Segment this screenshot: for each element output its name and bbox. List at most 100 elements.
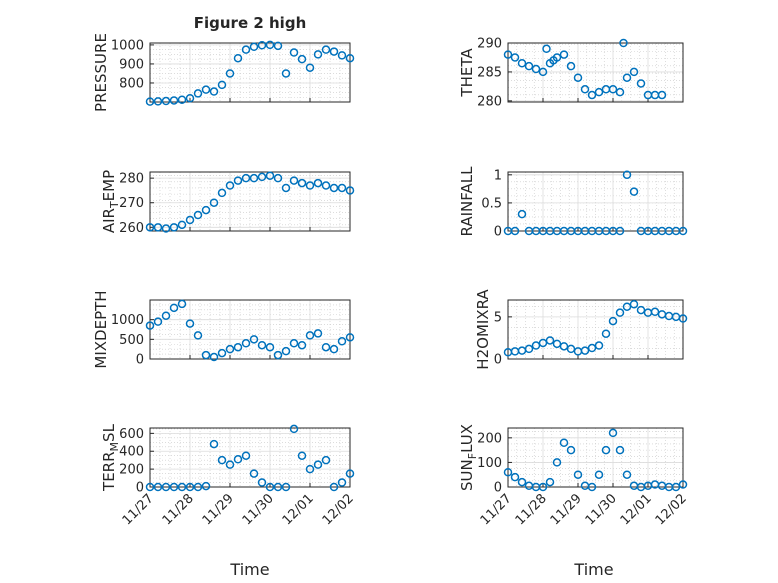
data-point [249,335,259,344]
data-point [622,73,632,82]
data-point [241,339,251,348]
data-point [241,451,251,460]
data-point [209,198,219,207]
data-point [615,226,625,236]
data-point [241,45,251,54]
y-tick-label: 270 [119,196,144,211]
axes-frame [507,42,684,103]
y-axis-label-subscript: F [466,453,479,459]
data-point [265,171,275,180]
data-point [545,336,555,345]
y-axis-label-main: TERR [100,451,118,492]
data-point [629,187,639,196]
data-point [217,80,227,90]
y-axis-label-suffix: SL [100,423,118,442]
data-point [153,317,163,326]
data-point [169,482,179,492]
data-point [542,44,551,54]
axes-frame [149,171,351,232]
y-tick-label: 0 [494,481,502,496]
data-point [297,340,307,350]
data-point [503,50,513,59]
data-point [249,469,259,478]
data-point [608,316,618,326]
data-point [517,477,527,487]
y-axis-label-main: PRESSURE [92,33,110,112]
data-point [305,63,315,72]
data-point [345,186,355,195]
data-point [538,482,548,492]
data-point [566,344,576,354]
data-point [193,210,203,220]
axes-frame [507,299,684,360]
data-point [185,482,195,492]
data-point [225,460,235,469]
data-point [305,464,315,474]
y-axis-label-subscript: T [108,201,121,209]
data-point [201,85,211,94]
data-point [305,181,315,190]
y-tick-label: 200 [477,431,502,446]
data-point [201,481,211,491]
data-point [313,329,323,338]
y-axis-label: RAINFALL [458,166,476,237]
x-axis-label-right: Time [573,560,613,579]
data-point [678,314,688,323]
data-point [225,69,235,78]
data-point [503,468,513,477]
data-point [185,93,195,103]
data-point [622,170,632,180]
y-tick-label: 1 [494,168,502,183]
data-point [531,64,541,74]
y-tick-label: 1000 [111,38,144,53]
data-point [161,96,171,106]
data-point [337,51,347,60]
data-point [594,87,604,97]
data-point [273,482,283,492]
data-point [161,311,171,320]
y-axis-label-main: SUN [458,459,476,491]
data-point [321,342,331,352]
data-point [177,95,187,104]
data-point [636,79,646,88]
data-point [169,303,179,313]
y-tick-label: 1000 [111,313,144,328]
data-point [233,342,243,352]
data-point [587,482,597,492]
data-point [601,329,611,338]
data-point [257,340,267,350]
data-point [594,341,604,350]
data-point [517,58,527,68]
data-point [289,48,299,57]
data-point [538,67,548,77]
data-point [281,346,291,356]
y-axis-label-main: THETA [458,48,476,98]
data-point [265,482,275,492]
data-point [559,438,569,447]
data-point [289,339,299,348]
data-point [233,455,243,464]
data-point [337,337,347,346]
data-point [615,308,625,317]
y-tick-label: 280 [119,172,144,187]
data-point [177,220,187,230]
data-point [329,482,339,492]
data-point [209,352,219,362]
data-point [510,472,520,482]
data-point [153,482,163,492]
data-point [289,176,299,185]
data-point [552,53,562,62]
data-point [524,61,534,71]
data-point [608,85,618,94]
data-point [201,350,211,360]
data-point [217,188,227,198]
y-tick-label: 600 [119,427,144,442]
data-point [249,42,259,52]
data-point [169,223,179,232]
data-point [217,348,227,358]
y-axis-label-main: H2OMIXRA [474,289,492,370]
y-tick-label: 0 [136,481,144,496]
